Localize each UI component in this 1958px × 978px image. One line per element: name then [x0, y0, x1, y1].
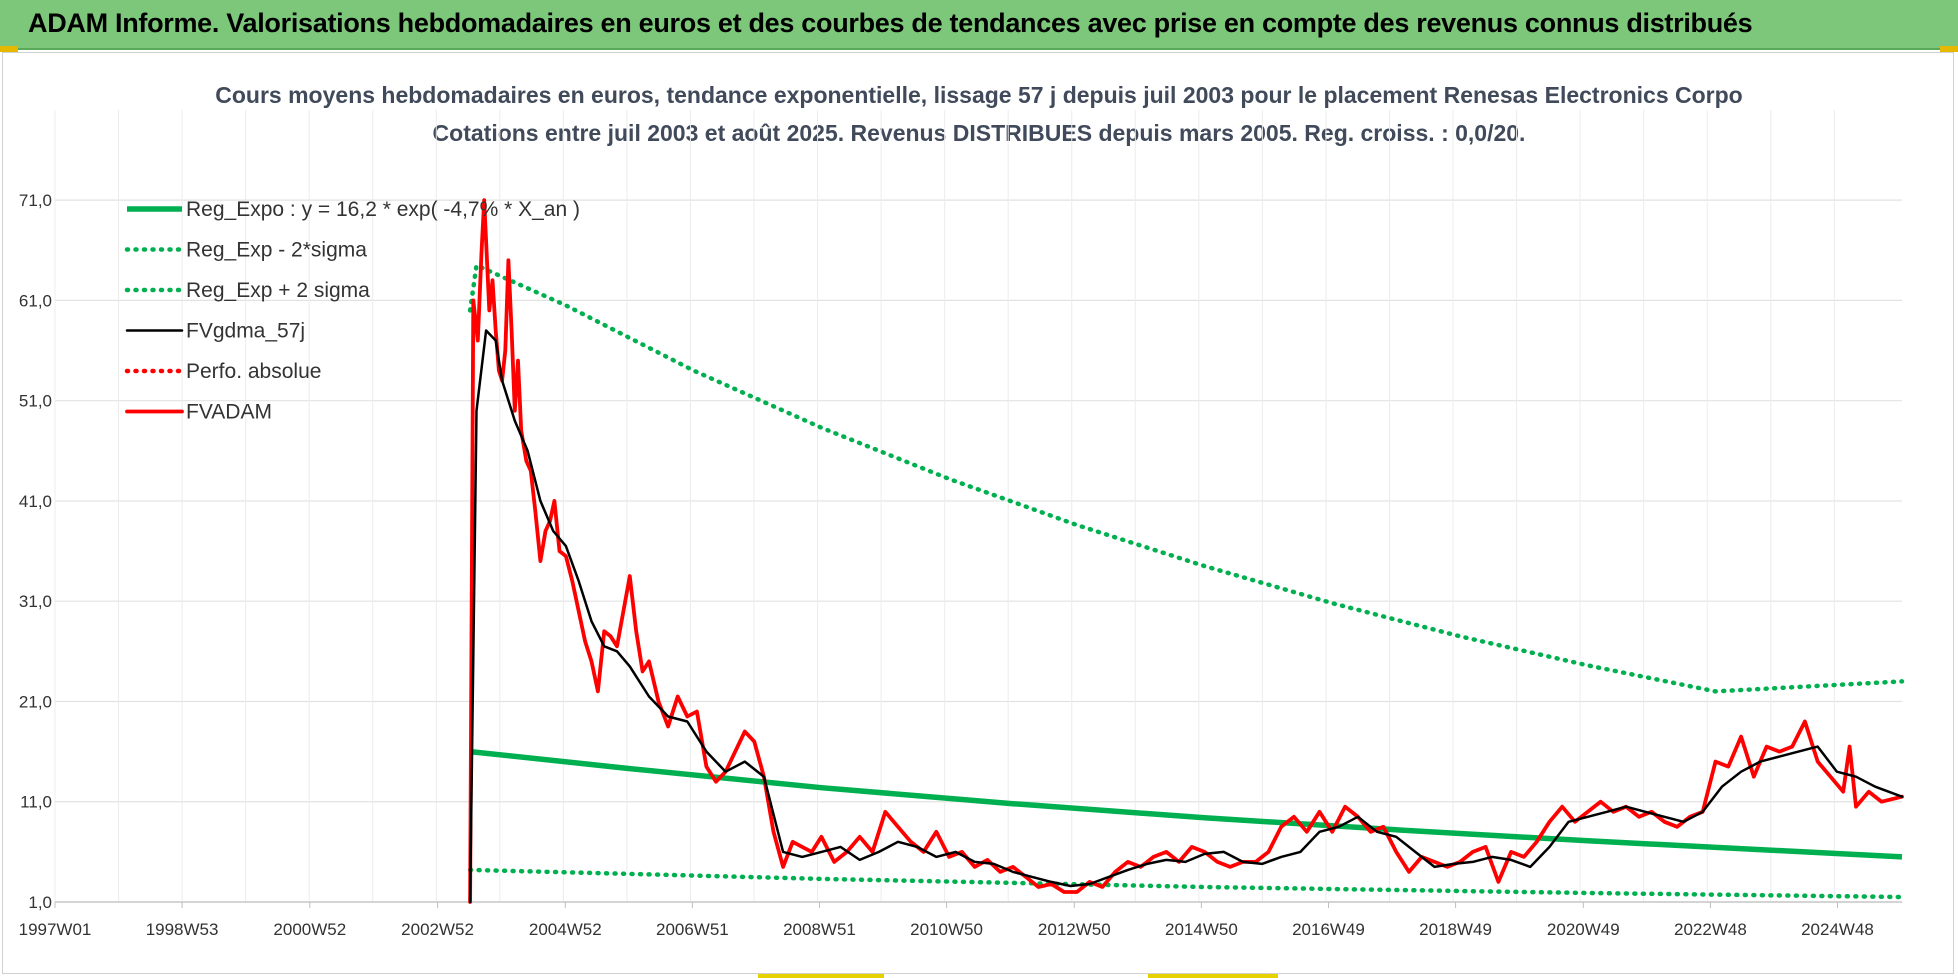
legend-label: Reg_Exp + 2 sigma: [186, 279, 370, 302]
x-tick-label: 2012W50: [1038, 920, 1111, 939]
x-tick-label: 2008W51: [783, 920, 856, 939]
x-tick-label: 2002W52: [401, 920, 474, 939]
series-line-5: [468, 198, 1904, 904]
x-tick-label: 2020W49: [1547, 920, 1620, 939]
series-layer: [467, 198, 1905, 904]
legend-label: Perfo. absolue: [186, 360, 321, 383]
y-tick-label: 21,0: [19, 692, 52, 711]
x-tick-label: 2000W52: [273, 920, 346, 939]
x-tick-label: 2024W48: [1801, 920, 1874, 939]
banner-corner-left: [0, 46, 18, 52]
series-line-3: [468, 329, 1904, 904]
x-tick-label: 2004W52: [529, 920, 602, 939]
y-tick-label: 51,0: [19, 392, 52, 411]
legend-label: Reg_Expo : y = 16,2 * exp( -4,7% * X_an …: [186, 198, 580, 221]
bottom-marker-1: [758, 974, 884, 978]
axis-labels: 1,0 11,0 21,0 31,0 41,0 51,0 61,0 71,0 1997W01 19…: [19, 191, 1874, 939]
y-tick-label: 71,0: [19, 191, 52, 210]
x-tick-label: 2014W50: [1165, 920, 1238, 939]
chart-title-line-1: Cours moyens hebdomadaires en euros, ten…: [215, 82, 1742, 108]
banner-corner-right: [1940, 46, 1958, 52]
legend: Reg_Expo : y = 16,2 * exp( -4,7% * X_an …: [124, 198, 580, 424]
legend-label: FVgdma_57j: [186, 320, 305, 343]
x-tick-label: 1998W53: [146, 920, 219, 939]
banner-title: ADAM Informe. Valorisations hebdomadaire…: [28, 8, 1753, 38]
banner: ADAM Informe. Valorisations hebdomadaire…: [0, 0, 1958, 52]
series-line-0: [469, 748, 1903, 860]
legend-label: Reg_Exp - 2*sigma: [186, 239, 367, 262]
bottom-marker-2: [1148, 974, 1278, 978]
x-tick-label: 2022W48: [1674, 920, 1747, 939]
series-line-2: [467, 263, 1905, 694]
chart-frame: [2, 52, 1954, 974]
x-tick-label: 2006W51: [656, 920, 729, 939]
y-tick-label: 61,0: [19, 291, 52, 310]
y-tick-label: 41,0: [19, 492, 52, 511]
x-tick-label: 2010W50: [910, 920, 983, 939]
x-tick-label: 2016W49: [1292, 920, 1365, 939]
legend-label: FVADAM: [186, 401, 272, 424]
y-tick-label: 31,0: [19, 592, 52, 611]
y-tick-label: 11,0: [20, 793, 52, 812]
grid: [54, 110, 1902, 908]
x-tick-label: 2018W49: [1419, 920, 1492, 939]
series-line-1: [467, 867, 1905, 900]
chart-title-line-2: Cotations entre juil 2003 et août 2025. …: [433, 120, 1526, 146]
x-tick-label: 1997W01: [19, 920, 92, 939]
y-tick-label: 1,0: [28, 893, 52, 912]
